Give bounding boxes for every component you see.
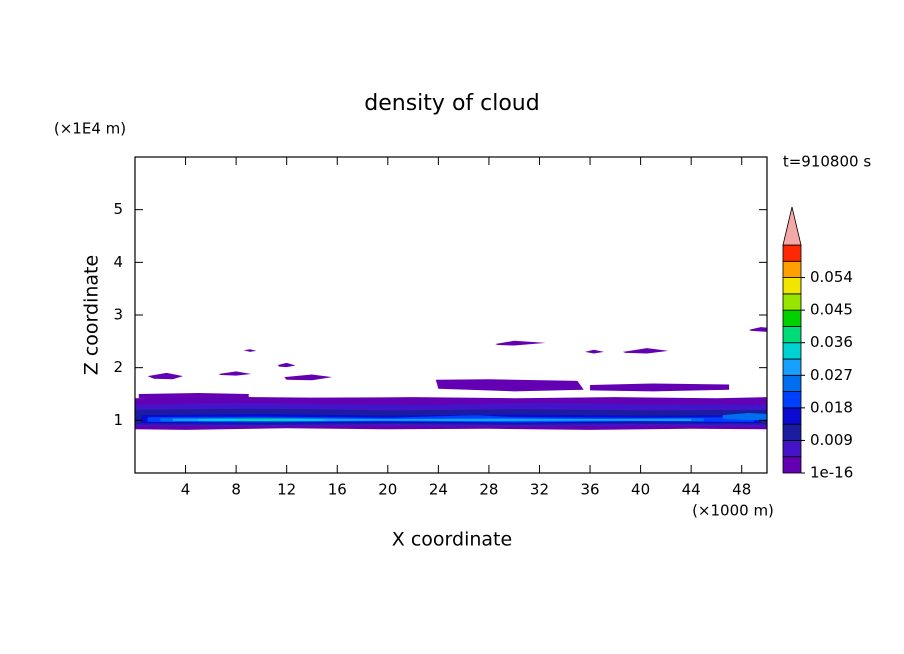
colorbar-box: [782, 374, 802, 392]
colorbar-tick-label: 0.027: [810, 366, 853, 384]
contour-region: [138, 392, 249, 399]
contour-region: [236, 419, 293, 421]
colorbar-box: [782, 309, 802, 327]
y-tick-label: 1: [113, 411, 123, 429]
colorbar-box: [782, 277, 802, 295]
colorbar-box: [782, 342, 802, 360]
colorbar-box: [782, 293, 802, 311]
colorbar-tick-label: 0.036: [810, 333, 853, 351]
x-tick-label: 32: [530, 481, 549, 499]
x-tick-label: 16: [328, 481, 347, 499]
contour-region: [722, 412, 767, 421]
colorbar-box: [782, 440, 802, 458]
y-tick-label: 2: [113, 358, 123, 376]
contour-region: [749, 327, 767, 332]
x-tick-label: 40: [631, 481, 650, 499]
colorbar-tick-label: 0.009: [810, 431, 853, 449]
colorbar-box: [782, 456, 802, 474]
x-tick-label: 20: [378, 481, 397, 499]
y-tick-label: 5: [113, 200, 123, 218]
contour-region: [435, 379, 584, 392]
colorbar-box: [782, 260, 802, 278]
x-tick-label: 8: [231, 481, 241, 499]
x-tick-label: 44: [682, 481, 701, 499]
contour-region: [495, 340, 546, 346]
x-tick-label: 48: [732, 481, 751, 499]
colorbar-tick-label: 0.018: [810, 398, 853, 416]
contour-region: [147, 372, 184, 380]
chart-title: density of cloud: [364, 91, 539, 116]
colorbar-tick-label: 0.045: [810, 301, 853, 319]
contour-region: [622, 348, 669, 354]
contour-region: [218, 371, 252, 376]
contour-region: [284, 374, 333, 381]
colorbar-box: [782, 358, 802, 376]
y-tick-label: 4: [113, 253, 123, 271]
y-unit: (×1E4 m): [54, 120, 126, 138]
colorbar-box: [782, 244, 802, 262]
x-tick-label: 24: [429, 481, 448, 499]
colorbar-box: [782, 391, 802, 409]
colorbar-extend: [782, 206, 802, 246]
colorbar-box: [782, 423, 802, 441]
contour-region: [590, 383, 730, 392]
x-unit: (×1000 m): [692, 502, 774, 520]
contour-region: [584, 349, 604, 354]
colorbar-tick-label: 0.054: [810, 268, 853, 286]
colorbar-box: [782, 326, 802, 344]
x-axis-label: X coordinate: [392, 529, 512, 551]
contour-region: [243, 349, 257, 352]
x-tick-label: 4: [181, 481, 191, 499]
colorbar-tick-label: 1e-16: [810, 464, 853, 482]
y-tick-label: 3: [113, 306, 123, 324]
x-tick-label: 12: [277, 481, 296, 499]
y-axis-label: Z coordinate: [81, 255, 103, 375]
time-annotation: t=910800 s: [783, 153, 871, 171]
x-tick-label: 36: [580, 481, 599, 499]
x-tick-label: 28: [479, 481, 498, 499]
colorbar-box: [782, 407, 802, 425]
contour-region: [277, 362, 296, 368]
